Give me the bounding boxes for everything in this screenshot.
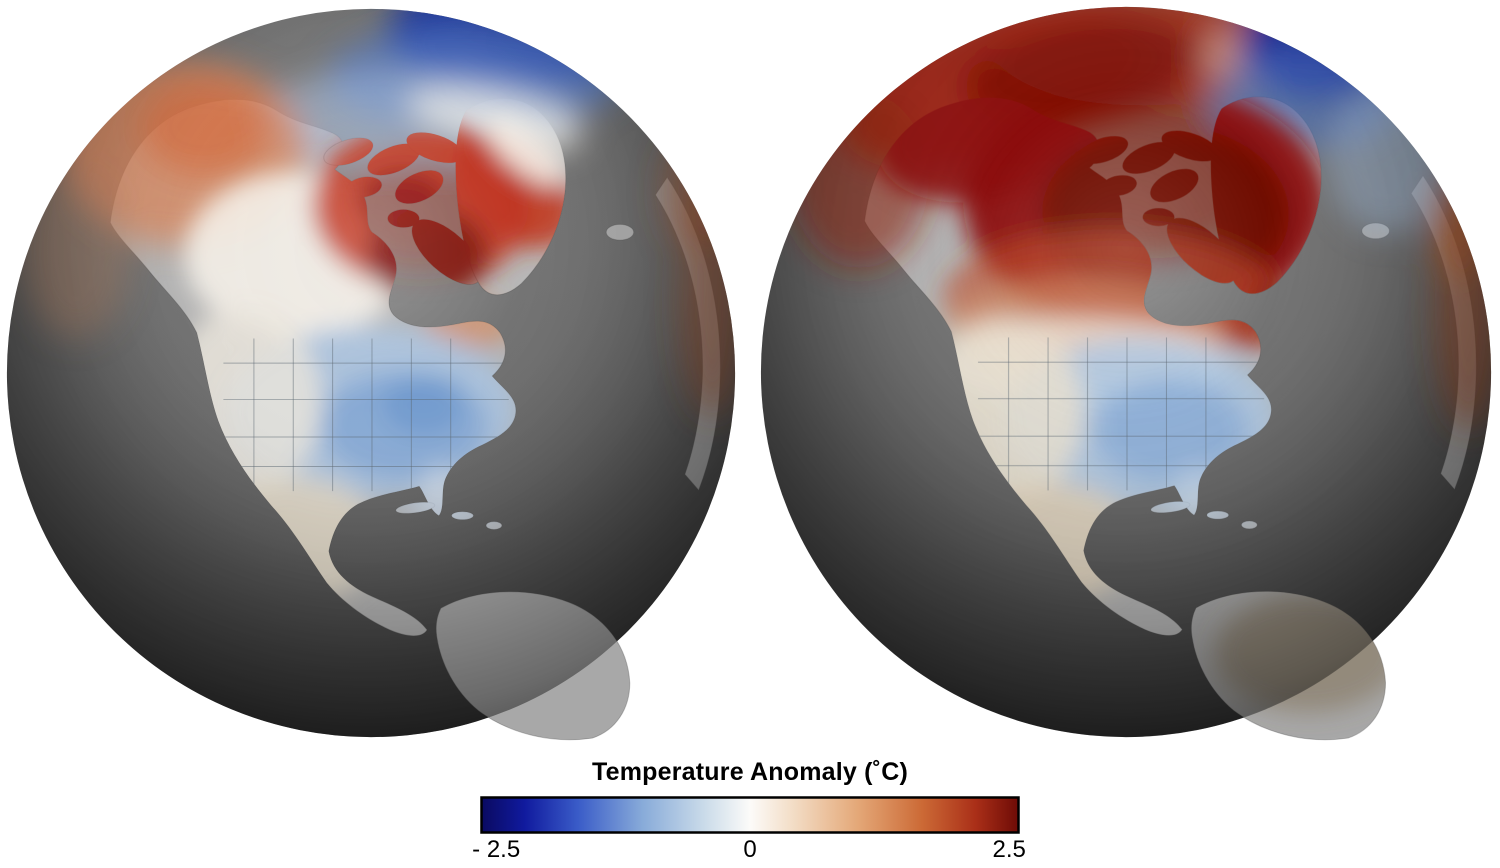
colorbar-gradient-bar	[480, 796, 1020, 834]
globe-left-svg	[6, 8, 736, 741]
colorbar-svg	[480, 796, 1020, 834]
legend: Temperature Anomaly (˚C)	[0, 758, 1500, 864]
legend-title: Temperature Anomaly (˚C)	[592, 758, 908, 786]
globe-right-map	[756, 2, 1496, 742]
tick-zero: 0	[743, 836, 757, 863]
sphere-shading	[760, 6, 1492, 738]
colorbar	[480, 796, 1020, 834]
sphere-shading	[6, 8, 736, 738]
globe-right-svg	[760, 6, 1492, 741]
tick-max: 2.5	[992, 836, 1026, 863]
globe-left-map	[2, 4, 740, 742]
colorbar-ticks: - 2.5 0 2.5	[472, 836, 1026, 864]
tick-min: - 2.5	[472, 836, 521, 863]
